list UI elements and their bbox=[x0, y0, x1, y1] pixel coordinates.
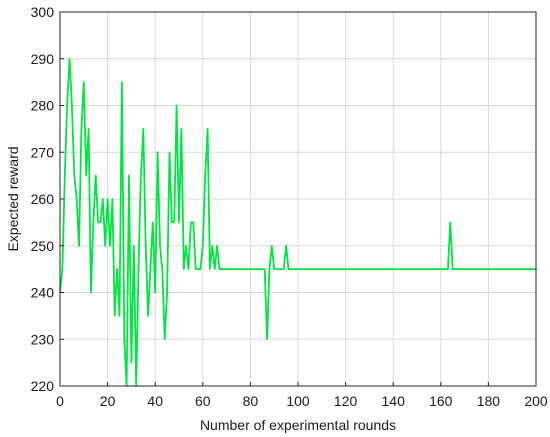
y-tick-label: 270 bbox=[31, 144, 55, 160]
tick-labels: 0 20 40 60 80 100 120 140 160 180 200 220 230 240 250 2… bbox=[31, 4, 548, 409]
y-tick-label: 240 bbox=[31, 285, 55, 301]
y-tick-label: 250 bbox=[31, 238, 55, 254]
x-tick-label: 20 bbox=[100, 393, 116, 409]
y-axis-label: Expected reward bbox=[5, 146, 21, 251]
series-line bbox=[59, 57, 536, 387]
x-tick-label: 120 bbox=[334, 393, 358, 409]
y-tick-label: 220 bbox=[31, 378, 55, 394]
x-tick-label: 100 bbox=[286, 393, 310, 409]
x-tick-label: 140 bbox=[382, 393, 406, 409]
y-tick-label: 230 bbox=[31, 331, 55, 347]
y-tick-label: 300 bbox=[31, 4, 55, 20]
x-axis-label: Number of experimental rounds bbox=[200, 417, 396, 433]
x-tick-label: 180 bbox=[477, 393, 501, 409]
x-tick-label: 60 bbox=[195, 393, 211, 409]
x-tick-label: 0 bbox=[56, 393, 64, 409]
x-tick-label: 160 bbox=[429, 393, 453, 409]
x-tick-label: 200 bbox=[524, 393, 548, 409]
y-tick-label: 280 bbox=[31, 98, 55, 114]
y-tick-label: 290 bbox=[31, 51, 55, 67]
x-tick-label: 40 bbox=[147, 393, 163, 409]
x-tick-label: 80 bbox=[243, 393, 259, 409]
series-layer bbox=[59, 57, 536, 387]
y-tick-label: 260 bbox=[31, 191, 55, 207]
